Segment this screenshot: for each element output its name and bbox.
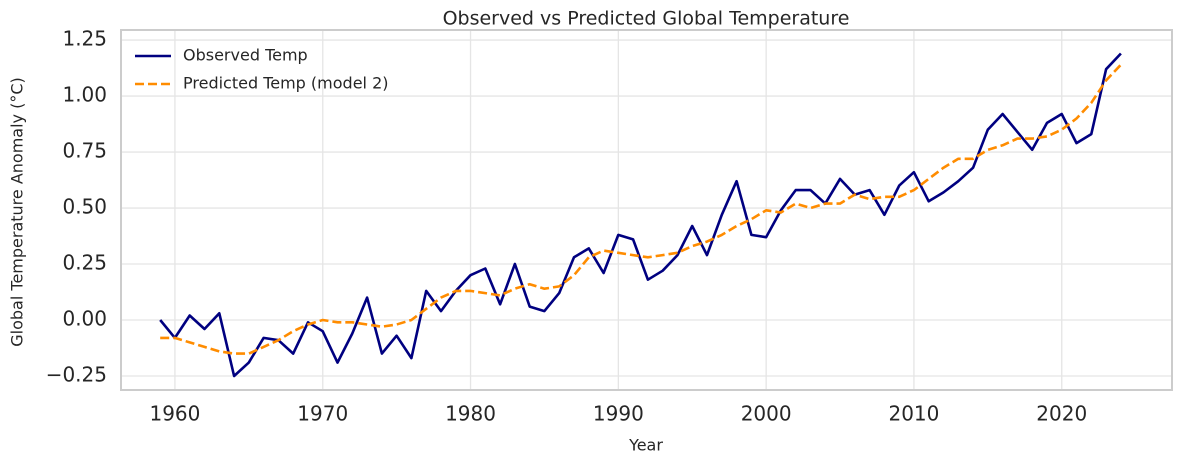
x-tick-label: 2020 xyxy=(1036,402,1087,426)
legend-label: Observed Temp xyxy=(183,46,308,65)
x-tick-label: 1980 xyxy=(445,402,496,426)
y-tick-label: 0.25 xyxy=(62,251,107,275)
data-line xyxy=(159,52,1122,378)
x-axis-label: Year xyxy=(628,436,663,455)
x-tick-label: 2000 xyxy=(741,402,792,426)
x-tick-label: 1970 xyxy=(297,402,348,426)
x-tick-label: 2010 xyxy=(888,402,939,426)
y-tick-label: 0.00 xyxy=(62,307,107,331)
y-tick-label: 0.75 xyxy=(62,139,107,163)
x-tick-label: 1990 xyxy=(593,402,644,426)
y-tick-label: 0.50 xyxy=(62,195,107,219)
legend-label: Predicted Temp (model 2) xyxy=(183,74,389,93)
y-tick-label: 1.25 xyxy=(62,27,107,51)
y-axis-label: Global Temperature Anomaly (°C) xyxy=(8,77,27,346)
data-line xyxy=(160,63,1122,355)
y-tick-label: 1.00 xyxy=(62,83,107,107)
chart-title: Observed vs Predicted Global Temperature xyxy=(443,8,850,30)
x-tick-label: 1960 xyxy=(149,402,200,426)
plot-frame xyxy=(120,29,1173,391)
y-tick-label: −0.25 xyxy=(46,363,107,387)
